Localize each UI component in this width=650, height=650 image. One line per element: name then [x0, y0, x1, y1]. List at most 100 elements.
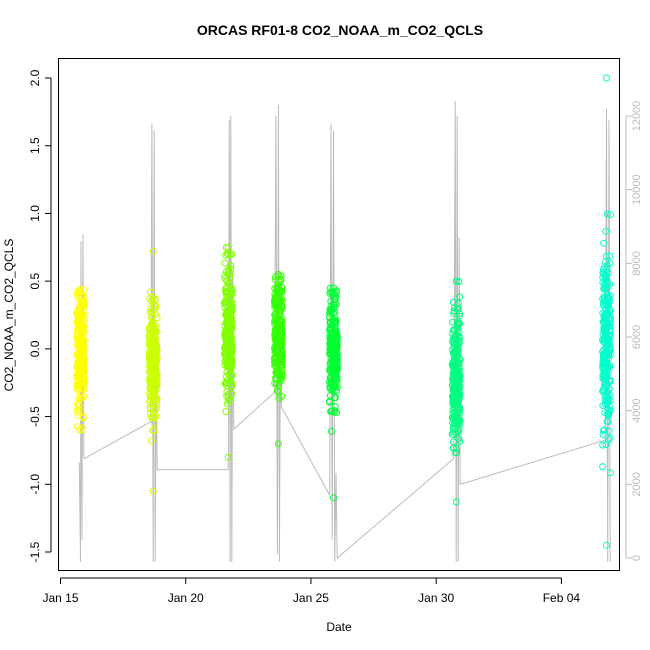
- data-point: [602, 368, 609, 376]
- data-point: [149, 247, 157, 255]
- data-point: [78, 339, 86, 347]
- data-point: [333, 353, 341, 360]
- data-point: [605, 354, 613, 362]
- x-tick-label: Jan 20: [168, 591, 204, 605]
- data-point: [271, 348, 279, 356]
- data-point: [603, 265, 611, 273]
- data-point: [453, 412, 461, 420]
- data-point: [152, 310, 160, 318]
- data-point: [226, 293, 234, 301]
- data-point: [605, 332, 613, 340]
- data-point: [147, 358, 155, 366]
- altitude-trace-layer: [78, 101, 611, 562]
- data-point: [277, 368, 285, 376]
- data-point: [223, 292, 231, 300]
- data-point: [327, 381, 335, 389]
- y-tick-label: 0.0: [28, 340, 42, 357]
- data-point: [602, 441, 610, 449]
- data-point: [227, 305, 235, 312]
- data-point: [599, 301, 607, 309]
- data-point: [449, 423, 457, 431]
- data-point: [277, 376, 285, 384]
- data-point: [274, 387, 281, 395]
- y-tick-label: -0.5: [28, 406, 42, 427]
- data-point: [455, 320, 463, 328]
- data-point: [327, 302, 335, 310]
- data-point: [602, 319, 610, 327]
- data-points-layer: [73, 74, 614, 549]
- data-point: [221, 304, 229, 312]
- data-point: [600, 335, 608, 343]
- data-point: [77, 285, 84, 293]
- x-tick-label: Jan 15: [42, 591, 78, 605]
- data-point: [332, 329, 340, 337]
- data-point: [153, 382, 161, 390]
- data-point: [148, 437, 155, 445]
- data-point: [277, 343, 285, 351]
- data-point: [148, 358, 156, 366]
- data-point: [147, 375, 154, 383]
- data-point: [222, 335, 230, 343]
- data-point: [79, 381, 87, 389]
- data-point: [153, 345, 161, 353]
- data-point: [278, 297, 286, 305]
- data-point: [224, 321, 232, 329]
- data-point: [227, 328, 235, 335]
- data-point: [601, 375, 609, 383]
- y2-axis: 0 2000 4000 6000 8000 10000 12000: [625, 101, 643, 561]
- data-point: [153, 314, 161, 322]
- y-tick-label: 1.0: [28, 205, 42, 222]
- data-point: [330, 494, 337, 502]
- data-point: [606, 318, 614, 326]
- data-point: [79, 345, 87, 353]
- data-point: [80, 376, 88, 384]
- data-point: [331, 386, 339, 394]
- data-point: [227, 363, 235, 371]
- data-point: [454, 299, 462, 307]
- data-point: [453, 449, 460, 457]
- data-point: [327, 374, 335, 382]
- y-tick-label: 2.0: [28, 69, 42, 86]
- data-point: [455, 435, 463, 443]
- data-point: [79, 413, 87, 421]
- data-point: [273, 285, 281, 293]
- data-point: [272, 318, 280, 326]
- data-point: [222, 285, 230, 293]
- y2-tick-label: 4000: [631, 398, 643, 422]
- data-point: [606, 362, 614, 369]
- data-point: [600, 426, 608, 434]
- data-point: [603, 281, 611, 288]
- data-point: [599, 318, 607, 326]
- data-point: [603, 388, 611, 396]
- data-point: [454, 353, 462, 361]
- y-axis-label: CO2_NOAA_m_CO2_QCLS: [2, 239, 16, 392]
- data-point: [75, 303, 83, 311]
- data-point: [224, 243, 232, 251]
- data-point: [455, 396, 463, 404]
- data-point: [277, 276, 285, 284]
- data-point: [602, 274, 610, 282]
- data-point: [278, 347, 286, 355]
- data-point: [152, 302, 160, 310]
- data-point: [600, 299, 607, 307]
- data-point: [149, 487, 157, 495]
- data-point: [227, 289, 235, 297]
- data-point: [603, 341, 610, 349]
- data-point: [77, 359, 85, 367]
- data-point: [451, 326, 458, 334]
- data-point: [76, 382, 84, 389]
- data-point: [450, 304, 458, 312]
- data-point: [452, 445, 460, 453]
- data-point: [333, 409, 340, 417]
- data-point: [224, 333, 231, 341]
- data-point: [326, 332, 334, 340]
- data-point: [75, 327, 82, 334]
- data-point: [449, 318, 457, 326]
- data-point: [80, 393, 88, 401]
- flight-series: [448, 277, 464, 506]
- data-point: [327, 347, 334, 355]
- data-point: [602, 227, 610, 235]
- data-point: [456, 334, 464, 342]
- data-point: [453, 320, 461, 328]
